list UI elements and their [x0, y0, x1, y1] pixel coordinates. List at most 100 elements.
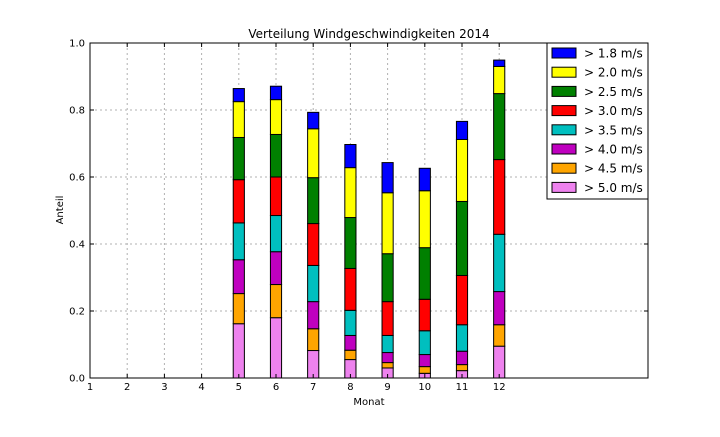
legend-label: > 4.0 m/s [584, 143, 643, 157]
bar-segment [493, 345, 506, 379]
bar-segment [307, 301, 320, 330]
legend-label: > 5.0 m/s [584, 181, 643, 195]
bar-segment [232, 222, 245, 261]
legend: > 1.8 m/s > 2.0 m/s > 2.5 m/s > 3.0 m/s > 3.… [546, 42, 649, 200]
bar-segment [307, 128, 320, 179]
bar-segment [307, 177, 320, 225]
y-tick-label: 1.0 [69, 39, 85, 50]
bar-segment [418, 354, 431, 368]
bar-segment [381, 301, 394, 336]
legend-swatch [551, 181, 577, 193]
bar-segment [455, 200, 469, 276]
bar-segment [307, 350, 320, 379]
bar-segment [381, 162, 394, 194]
bar-segment [455, 350, 469, 366]
bar-segment [493, 233, 506, 293]
x-tick-label: 11 [456, 382, 469, 393]
x-tick-label: 6 [273, 382, 279, 393]
bar-segment [232, 179, 245, 224]
bar-segment [344, 144, 357, 169]
bar-segment [418, 190, 431, 249]
bar-segment [455, 274, 469, 326]
legend-label: > 2.5 m/s [584, 85, 643, 99]
bar-segment [455, 324, 469, 352]
y-tick-label: 0.4 [69, 240, 85, 251]
bar-segment [307, 328, 320, 352]
bar-segment [269, 99, 283, 135]
bar-segment [455, 138, 469, 202]
bar-segment [307, 111, 320, 130]
legend-swatch [551, 162, 577, 174]
bar-segment [455, 120, 469, 140]
legend-label: > 4.5 m/s [584, 162, 643, 176]
x-tick-label: 5 [236, 382, 242, 393]
bar-segment [493, 324, 506, 347]
bar-segment [381, 334, 394, 354]
bar-segment [232, 101, 245, 138]
bar-segment [493, 59, 506, 67]
bar-segment [269, 133, 283, 178]
x-tick-label: 4 [198, 382, 204, 393]
chart-title: Verteilung Windgeschwindigkeiten 2014 [248, 27, 489, 41]
bar-segment [269, 317, 283, 379]
bar-segment [344, 309, 357, 336]
x-tick-label: 12 [493, 382, 506, 393]
bar-segment [418, 167, 431, 192]
bar-segment [344, 349, 357, 361]
bar-segment [232, 323, 245, 379]
x-tick-label: 2 [124, 382, 130, 393]
x-tick-label: 7 [310, 382, 316, 393]
legend-swatch [551, 85, 577, 97]
ticks: 1 2 3 4 5 6 7 8 9 10 11 120.00.20.40.60.81.0 [69, 39, 648, 393]
legend-swatch [551, 105, 577, 117]
y-tick-label: 0.2 [69, 307, 85, 318]
bar-segment [269, 284, 283, 319]
bar-segment [269, 215, 283, 253]
bar-segment [418, 330, 431, 356]
bar-segment [269, 176, 283, 217]
legend-swatch [551, 66, 577, 78]
bar-segment [344, 217, 357, 269]
bar-segment [493, 291, 506, 326]
legend-swatch [551, 47, 577, 59]
x-axis-label: Monat [353, 397, 384, 408]
bar-segment [307, 264, 320, 303]
bar-segment [307, 223, 320, 266]
legend-label: > 3.5 m/s [584, 123, 643, 137]
bar-segment [418, 298, 431, 332]
bar-segment [344, 334, 357, 351]
x-tick-label: 1 [87, 382, 93, 393]
x-tick-label: 3 [161, 382, 167, 393]
bar-segment [344, 267, 357, 311]
legend-label: > 2.0 m/s [584, 66, 643, 80]
bar-segment [232, 293, 245, 325]
legend-label: > 1.8 m/s [584, 47, 643, 61]
plot-frame [89, 42, 649, 379]
x-tick-label: 9 [384, 382, 390, 393]
legend-swatch [551, 124, 577, 136]
bar-segment [232, 88, 245, 103]
y-tick-label: 0.6 [69, 173, 85, 184]
bars [232, 59, 506, 379]
bar-segment [418, 247, 431, 300]
bar-segment [381, 192, 394, 255]
bar-segment [269, 85, 283, 101]
x-tick-label: 10 [418, 382, 431, 393]
bar-segment [455, 364, 469, 372]
y-tick-label: 0.8 [69, 106, 85, 117]
bar-segment [381, 362, 394, 369]
bar-segment [232, 259, 245, 295]
bar-segment [493, 159, 506, 235]
legend-swatch [551, 143, 577, 155]
bar-segment [381, 253, 394, 303]
x-tick-label: 8 [347, 382, 353, 393]
bar-segment [493, 93, 506, 161]
legend-label: > 3.0 m/s [584, 104, 643, 118]
y-tick-label: 0.0 [69, 374, 85, 385]
bar-segment [381, 352, 394, 364]
y-axis-label: Anteil [55, 196, 66, 225]
bar-segment [344, 167, 357, 219]
bar-segment [493, 65, 506, 95]
